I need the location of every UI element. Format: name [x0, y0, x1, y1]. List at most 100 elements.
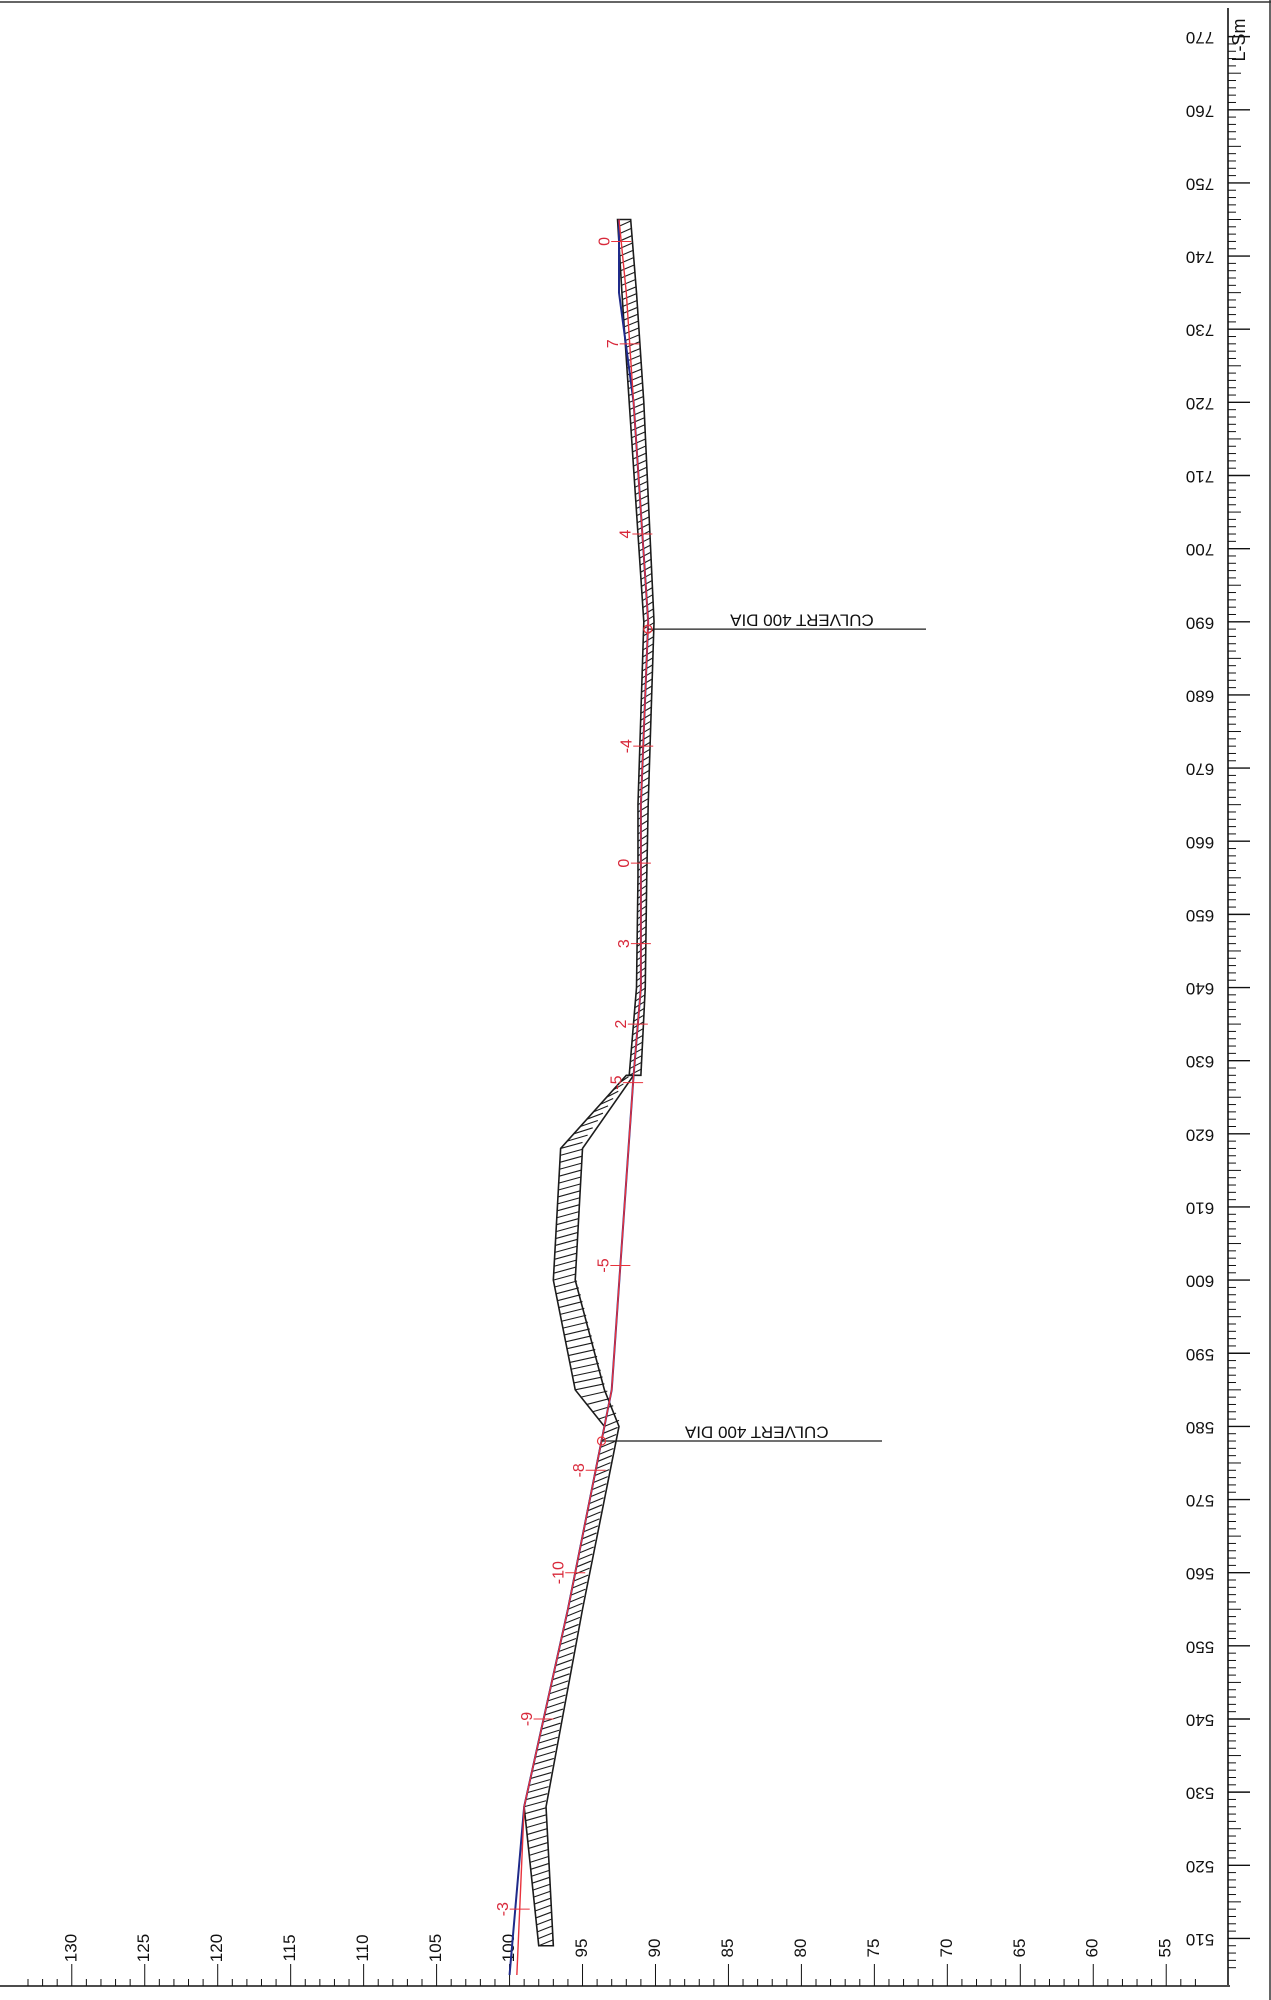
hatch-stroke	[559, 1638, 577, 1646]
hatch-stroke	[568, 1349, 596, 1357]
profile-lines	[508, 219, 650, 1976]
hatch-stroke	[556, 1218, 579, 1226]
hatch-stroke	[566, 1609, 582, 1617]
hatch-stroke	[636, 516, 650, 524]
level-tick-label: 95	[572, 1939, 591, 1958]
level-tick-label: 55	[1156, 1939, 1175, 1958]
culvert-annotations: CULVERT 400 DIA CULVERT 400 DIA	[596, 611, 926, 1446]
hatch-stroke	[637, 856, 648, 864]
hatch-stroke	[572, 1369, 601, 1377]
chainage-tick-label: 540	[1186, 1711, 1214, 1730]
hatch-stroke	[526, 1821, 548, 1829]
hatch-stroke	[632, 445, 647, 453]
hatch-stroke	[631, 431, 646, 439]
hatch-stroke	[563, 1623, 579, 1631]
hatch-stroke	[530, 1772, 552, 1780]
grade-label: 7	[605, 339, 622, 348]
hatch-stroke	[598, 1448, 614, 1456]
level-tick-label: 80	[791, 1939, 810, 1958]
hatch-stroke	[588, 1497, 604, 1505]
hatch-stroke	[555, 1287, 580, 1295]
hatch-stroke	[638, 763, 650, 770]
hatch-stroke	[530, 1862, 550, 1870]
hatch-stroke	[639, 755, 650, 763]
hatch-stroke	[534, 1904, 552, 1912]
level-tick-label: 65	[1010, 1939, 1029, 1958]
hatch-stroke	[558, 1645, 575, 1653]
hatch-stroke	[592, 1405, 614, 1413]
hatch-stroke	[634, 473, 648, 481]
hatch-stroke	[641, 678, 653, 686]
hatch-stroke	[619, 256, 635, 264]
hatch-stroke	[571, 1362, 600, 1370]
hatch-stroke	[545, 1701, 565, 1709]
hatch-stroke	[541, 1722, 561, 1730]
grade-label: 2	[613, 1020, 630, 1029]
level-tick-label: 125	[134, 1934, 153, 1962]
hatch-stroke	[640, 699, 652, 707]
level-tick-label: 130	[61, 1934, 80, 1962]
hatch-stroke	[576, 1560, 592, 1568]
grade-label: -5	[608, 1075, 625, 1089]
chainage-tick-label: 720	[1186, 394, 1214, 413]
hatch-stroke	[538, 1939, 554, 1947]
hatch-stroke	[525, 1793, 548, 1801]
hatch-stroke	[560, 1148, 583, 1156]
hatch-stroke	[550, 1680, 569, 1688]
hatch-stroke	[528, 1779, 551, 1787]
hatch-stroke	[560, 1141, 583, 1149]
hatch-stroke	[584, 1518, 600, 1526]
hatch-stroke	[640, 720, 651, 728]
hatch-stroke	[629, 402, 645, 410]
hatch-stroke	[581, 1532, 597, 1540]
chainage-tick-label: 610	[1186, 1198, 1214, 1217]
hatch-stroke	[574, 1567, 590, 1575]
chainage-tick-label: 580	[1186, 1418, 1214, 1437]
hatch-stroke	[638, 770, 650, 778]
grade-label: -10	[550, 1561, 567, 1584]
hatch-stroke	[606, 1090, 619, 1098]
hatch-stroke	[528, 1841, 549, 1849]
hatch-stroke	[640, 572, 653, 580]
hatch-stroke	[637, 842, 648, 850]
chainage-tick-label: 650	[1186, 906, 1214, 925]
hatch-stroke	[637, 864, 648, 871]
culvert-marker	[643, 624, 653, 634]
level-tick-label: 60	[1083, 1939, 1102, 1958]
hatch-stroke	[527, 1786, 549, 1794]
hatch-stroke	[561, 1314, 587, 1322]
hatch-stroke	[640, 713, 652, 721]
hatch-stroke	[623, 320, 640, 328]
hatch-stroke	[637, 523, 650, 531]
hatch-stroke	[612, 1083, 624, 1091]
hatch-stroke	[623, 306, 639, 314]
hatch-stroke	[638, 544, 651, 552]
design-profile-line	[508, 219, 650, 1976]
hatch-stroke	[532, 1883, 551, 1891]
hatch-stroke	[570, 1588, 586, 1596]
hatch-stroke	[591, 1483, 607, 1491]
hatched-band-outline	[616, 218, 655, 1077]
hatch-stroke	[595, 1462, 611, 1470]
hatch-stroke	[559, 1162, 582, 1170]
hatch-stroke	[561, 1630, 578, 1638]
hatch-stroke	[555, 1659, 573, 1667]
hatch-stroke	[531, 1869, 550, 1877]
hatch-stroke	[593, 1105, 609, 1113]
hatch-stroke	[625, 347, 641, 355]
grade-label: 0	[616, 859, 633, 868]
hatch-stroke	[632, 452, 647, 460]
culvert-label: CULVERT 400 DIA	[684, 1423, 828, 1442]
hatch-stroke	[637, 820, 649, 828]
hatch-stroke	[624, 327, 640, 335]
hatch-stroke	[629, 410, 645, 418]
hatch-stroke	[548, 1687, 568, 1695]
hatch-stroke	[527, 1834, 549, 1843]
hatch-stroke	[580, 1119, 599, 1128]
hatch-stroke	[554, 1245, 577, 1253]
chainage-tick-label: 560	[1186, 1564, 1214, 1583]
hatch-stroke	[571, 1581, 587, 1589]
hatch-stroke	[554, 1280, 578, 1288]
